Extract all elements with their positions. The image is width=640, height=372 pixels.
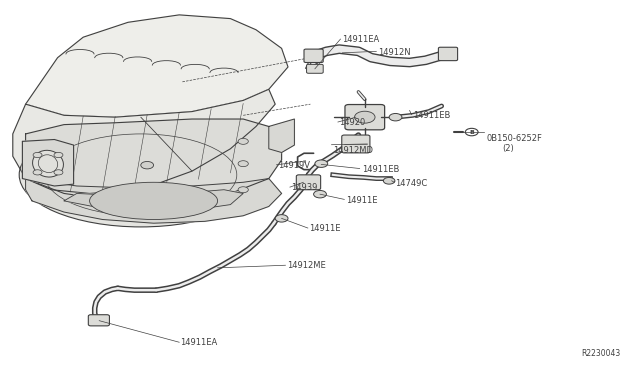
Ellipse shape xyxy=(33,150,63,177)
Circle shape xyxy=(355,111,375,123)
Text: 0B150-6252F: 0B150-6252F xyxy=(486,134,542,143)
Circle shape xyxy=(389,113,402,121)
Ellipse shape xyxy=(90,182,218,219)
FancyBboxPatch shape xyxy=(438,47,458,61)
Text: 14911EA: 14911EA xyxy=(180,339,218,347)
Text: 14911EB: 14911EB xyxy=(362,165,399,174)
Text: 14919V: 14919V xyxy=(278,161,310,170)
Text: 14911EB: 14911EB xyxy=(413,111,450,120)
Polygon shape xyxy=(26,175,282,223)
Circle shape xyxy=(238,138,248,144)
Circle shape xyxy=(141,161,154,169)
Text: 14749C: 14749C xyxy=(396,179,428,187)
Ellipse shape xyxy=(19,123,262,227)
FancyBboxPatch shape xyxy=(345,105,385,130)
Text: B: B xyxy=(469,129,474,135)
Polygon shape xyxy=(269,119,294,153)
Polygon shape xyxy=(22,140,74,186)
Text: (2): (2) xyxy=(502,144,514,153)
Circle shape xyxy=(275,215,288,222)
Polygon shape xyxy=(64,190,243,212)
Text: 14912N: 14912N xyxy=(378,48,410,57)
Text: R2230043: R2230043 xyxy=(582,349,621,358)
Circle shape xyxy=(238,187,248,193)
FancyBboxPatch shape xyxy=(296,175,321,190)
Text: 14911E: 14911E xyxy=(309,224,340,233)
Polygon shape xyxy=(26,119,282,201)
Text: 14912MD: 14912MD xyxy=(333,146,372,155)
Text: 14912ME: 14912ME xyxy=(287,262,326,270)
Polygon shape xyxy=(13,89,275,193)
Circle shape xyxy=(33,153,42,158)
Text: 14939: 14939 xyxy=(291,183,317,192)
Polygon shape xyxy=(26,15,288,117)
FancyBboxPatch shape xyxy=(342,135,370,153)
Text: 14920: 14920 xyxy=(339,118,365,127)
Circle shape xyxy=(315,160,328,167)
FancyBboxPatch shape xyxy=(88,315,109,326)
Text: 14911EA: 14911EA xyxy=(342,35,380,44)
FancyBboxPatch shape xyxy=(304,49,323,62)
Circle shape xyxy=(33,170,42,175)
Text: e: e xyxy=(303,159,307,164)
Circle shape xyxy=(238,161,248,167)
FancyBboxPatch shape xyxy=(307,64,323,73)
Text: 14911E: 14911E xyxy=(346,196,377,205)
Circle shape xyxy=(54,170,63,175)
Circle shape xyxy=(314,190,326,198)
Circle shape xyxy=(54,153,63,158)
Circle shape xyxy=(383,177,395,184)
